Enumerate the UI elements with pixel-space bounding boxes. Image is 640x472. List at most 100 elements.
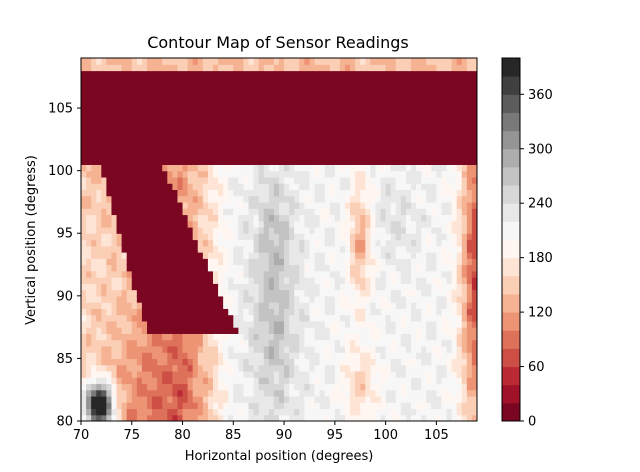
contour-cell [218, 270, 224, 278]
contour-cell [233, 108, 239, 115]
contour-cell [177, 170, 184, 178]
contour-cell [375, 308, 382, 316]
contour-cell [273, 308, 280, 316]
contour-cell [172, 114, 179, 122]
contour-cell [136, 170, 143, 178]
contour-cell [268, 126, 275, 134]
contour-cell [299, 70, 305, 78]
contour-cell [385, 145, 392, 153]
contour-cell [263, 383, 270, 391]
contour-cell [258, 195, 265, 203]
contour-cell [395, 258, 402, 266]
contour-cell [218, 327, 224, 334]
contour-cell [81, 270, 87, 278]
contour-cell [238, 170, 245, 178]
contour-cell [192, 327, 199, 334]
contour-cell [355, 108, 361, 115]
contour-cell [167, 295, 173, 303]
contour-cell [197, 214, 204, 222]
contour-cell [309, 339, 316, 347]
contour-cell [304, 64, 311, 72]
contour-cell [258, 95, 265, 103]
contour-cell [375, 358, 382, 366]
contour-cell [284, 352, 290, 360]
contour-cell [106, 245, 113, 253]
contour-cell [360, 76, 366, 84]
contour-cell [131, 70, 138, 78]
contour-cell [289, 151, 295, 159]
contour-cell [350, 402, 356, 410]
contour-cell [228, 383, 234, 391]
contour-cell [228, 164, 234, 172]
contour-cell [228, 133, 234, 140]
contour-cell [238, 402, 245, 410]
contour-cell [431, 377, 437, 385]
contour-cell [177, 252, 184, 259]
contour-cell [101, 126, 107, 134]
contour-cell [385, 120, 392, 128]
contour-cell [263, 120, 270, 128]
contour-cell [111, 58, 118, 65]
contour-cell [207, 395, 214, 403]
contour-cell [116, 70, 123, 78]
contour-cell [436, 126, 443, 134]
contour-cell [218, 70, 224, 78]
contour-cell [233, 345, 239, 353]
contour-cell [147, 252, 153, 259]
contour-cell [390, 126, 397, 134]
contour-cell [345, 270, 351, 278]
contour-cell [284, 408, 290, 416]
contour-cell [324, 408, 331, 416]
contour-cell [268, 352, 275, 360]
contour-cell [299, 189, 305, 197]
contour-cell [248, 201, 255, 209]
contour-cell [416, 151, 422, 159]
contour-cell [385, 289, 392, 297]
contour-cell [451, 314, 458, 322]
contour-cell [187, 377, 194, 385]
contour-cell [421, 208, 427, 216]
contour-cell [268, 408, 275, 416]
contour-cell [116, 101, 123, 109]
contour-cell [223, 283, 229, 291]
contour-cell [411, 358, 417, 366]
contour-cell [147, 239, 153, 247]
contour-cell [273, 233, 280, 241]
contour-cell [233, 214, 239, 222]
contour-cell [96, 327, 102, 334]
contour-cell [436, 389, 443, 397]
contour-cell [441, 133, 448, 140]
contour-cell [279, 327, 285, 334]
contour-cell [289, 383, 295, 391]
contour-cell [431, 314, 437, 322]
contour-cell [243, 252, 250, 259]
contour-cell [228, 277, 234, 284]
contour-cell [207, 133, 214, 140]
contour-cell [426, 139, 432, 147]
contour-cell [263, 270, 270, 278]
colorbar-level [502, 76, 520, 95]
contour-cell [228, 327, 234, 334]
contour-cell [441, 258, 448, 266]
contour-cell [370, 377, 377, 385]
contour-cell [202, 327, 209, 334]
contour-cell [207, 408, 214, 416]
contour-cell [329, 101, 336, 109]
contour-cell [461, 289, 468, 297]
contour-cell [263, 70, 270, 78]
contour-cell [147, 264, 153, 272]
contour-cell [385, 364, 392, 372]
contour-cell [202, 158, 209, 165]
contour-cell [197, 120, 204, 128]
contour-cell [116, 289, 123, 297]
contour-cell [431, 289, 437, 297]
contour-cell [339, 120, 346, 128]
contour-cell [136, 158, 143, 165]
contour-cell [96, 370, 102, 378]
contour-cell [223, 214, 229, 222]
contour-cell [157, 333, 163, 341]
contour-cell [365, 314, 371, 322]
contour-cell [86, 64, 92, 72]
contour-cell [375, 245, 382, 253]
contour-cell [213, 139, 219, 147]
